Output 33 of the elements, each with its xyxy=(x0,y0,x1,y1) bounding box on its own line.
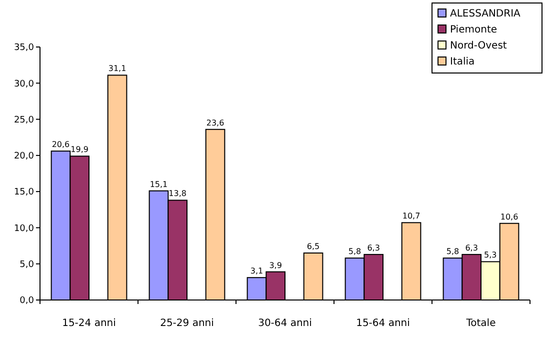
y-tick-label: 5,0 xyxy=(20,260,34,270)
y-tick-label: 35,0 xyxy=(14,43,34,54)
data-label: 19,9 xyxy=(70,145,88,154)
data-label: 5,8 xyxy=(446,247,460,256)
data-label: 5,8 xyxy=(348,247,362,256)
data-label: 6,3 xyxy=(465,243,478,252)
legend-label: Piemonte xyxy=(450,24,498,36)
legend-label: ALESSANDRIA xyxy=(450,8,521,20)
data-label: 31,1 xyxy=(108,64,126,74)
y-tick-label: 30,0 xyxy=(14,79,34,90)
x-tick-label: 15-64 anni xyxy=(356,318,410,329)
data-label: 15,1 xyxy=(150,180,168,189)
y-tick-label: 10,0 xyxy=(14,224,34,234)
data-label: 3,1 xyxy=(250,266,264,276)
x-tick-label: 15-24 anni xyxy=(62,318,116,329)
legend-label: Nord-Ovest xyxy=(450,40,507,52)
legend-label: Italia xyxy=(450,56,475,68)
data-label: 6,5 xyxy=(306,242,320,252)
data-label: 10,7 xyxy=(402,212,420,221)
y-tick-label: 25,0 xyxy=(14,115,34,126)
x-tick-label: 30-64 anni xyxy=(258,318,312,329)
x-tick-label: Totale xyxy=(465,318,496,329)
data-label: 5,3 xyxy=(484,250,497,260)
data-label: 13,8 xyxy=(168,189,186,198)
data-label: 23,6 xyxy=(206,118,224,128)
y-tick-label: 15,0 xyxy=(14,188,34,198)
data-label: 3,9 xyxy=(269,260,282,270)
data-label: 20,6 xyxy=(52,140,70,150)
y-tick-label: 20,0 xyxy=(14,152,34,162)
x-tick-label: 25-29 anni xyxy=(160,318,214,329)
y-tick-label: 0,0 xyxy=(20,296,34,306)
data-label: 6,3 xyxy=(367,243,380,252)
data-label: 10,6 xyxy=(500,212,518,222)
